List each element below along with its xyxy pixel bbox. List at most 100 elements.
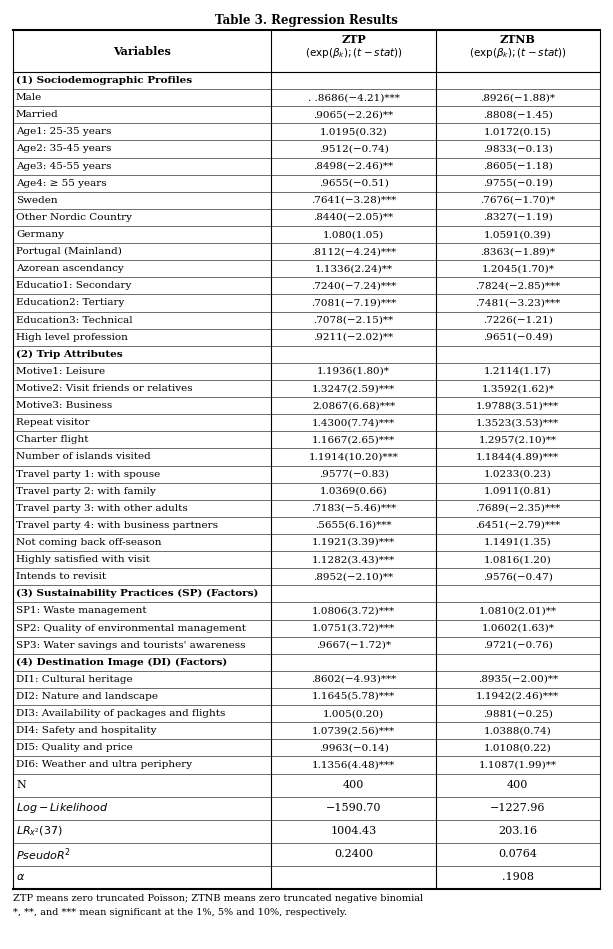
Text: (4) Destination Image (DI) (Factors): (4) Destination Image (DI) (Factors) (16, 658, 227, 667)
Text: . .8686(−4.21)***: . .8686(−4.21)*** (308, 93, 399, 102)
Text: Other Nordic Country: Other Nordic Country (16, 213, 132, 222)
Text: .7240(−7.24)***: .7240(−7.24)*** (311, 281, 396, 290)
Text: $\alpha$: $\alpha$ (16, 872, 25, 883)
Text: .7824(−2.85)***: .7824(−2.85)*** (475, 281, 560, 290)
Text: .9065(−2.26)**: .9065(−2.26)** (313, 110, 394, 120)
Text: .9211(−2.02)**: .9211(−2.02)** (313, 333, 394, 342)
Text: 1.005(0.20): 1.005(0.20) (323, 709, 384, 718)
Text: −1227.96: −1227.96 (490, 803, 546, 813)
Text: .9755(−0.19): .9755(−0.19) (483, 178, 553, 188)
Text: .9833(−0.13): .9833(−0.13) (483, 144, 553, 154)
Text: 1.0751(3.72)***: 1.0751(3.72)*** (312, 623, 395, 633)
Text: 1.1645(5.78)***: 1.1645(5.78)*** (312, 692, 395, 701)
Text: Male: Male (16, 93, 42, 102)
Text: Married: Married (16, 110, 59, 120)
Text: Repeat visitor: Repeat visitor (16, 419, 89, 427)
Text: 1.2114(1.17): 1.2114(1.17) (484, 367, 552, 376)
Text: 1.1356(4.48)***: 1.1356(4.48)*** (312, 760, 395, 770)
Text: 1.0911(0.81): 1.0911(0.81) (484, 487, 552, 495)
Text: Highly satisfied with visit: Highly satisfied with visit (16, 555, 150, 564)
Text: 1.0233(0.23): 1.0233(0.23) (484, 470, 552, 478)
Text: .9963(−0.14): .9963(−0.14) (319, 743, 389, 753)
Text: .8935(−2.00)**: .8935(−2.00)** (478, 675, 558, 684)
Text: 1.1491(1.35): 1.1491(1.35) (484, 538, 552, 547)
Text: Portugal (Mainland): Portugal (Mainland) (16, 247, 122, 256)
Text: Germany: Germany (16, 230, 64, 239)
Text: 1.9788(3.51)***: 1.9788(3.51)*** (476, 401, 560, 410)
Text: .7641(−3.28)***: .7641(−3.28)*** (311, 195, 396, 205)
Text: 203.16: 203.16 (498, 827, 538, 836)
Text: ZTNB: ZTNB (500, 34, 536, 45)
Text: Education3: Technical: Education3: Technical (16, 316, 132, 325)
Text: 1.2045(1.70)*: 1.2045(1.70)* (481, 264, 554, 273)
Text: 1.0816(1.20): 1.0816(1.20) (484, 555, 552, 564)
Text: *, **, and *** mean significant at the 1%, 5% and 10%, respectively.: *, **, and *** mean significant at the 1… (13, 908, 347, 917)
Text: .8327(−1.19): .8327(−1.19) (483, 213, 553, 222)
Text: 1.0591(0.39): 1.0591(0.39) (484, 230, 552, 239)
Text: .9577(−0.83): .9577(−0.83) (319, 470, 389, 478)
Text: 1.0108(0.22): 1.0108(0.22) (484, 743, 552, 753)
Text: Age1: 25-35 years: Age1: 25-35 years (16, 127, 112, 137)
Text: 1.3523(3.53)***: 1.3523(3.53)*** (476, 419, 560, 427)
Text: 1.0806(3.72)***: 1.0806(3.72)*** (312, 606, 395, 616)
Text: DI5: Quality and price: DI5: Quality and price (16, 743, 133, 753)
Text: 1.0739(2.56)***: 1.0739(2.56)*** (312, 726, 395, 735)
Text: Charter flight: Charter flight (16, 436, 88, 444)
Text: .9576(−0.47): .9576(−0.47) (483, 572, 553, 581)
Text: $(\exp(\beta_k);(t-stat))$: $(\exp(\beta_k);(t-stat))$ (469, 46, 567, 60)
Text: Intends to revisit: Intends to revisit (16, 572, 106, 581)
Text: 1.4300(7.74)***: 1.4300(7.74)*** (312, 419, 395, 427)
Text: .8602(−4.93)***: .8602(−4.93)*** (311, 675, 396, 684)
Text: 1.3247(2.59)***: 1.3247(2.59)*** (312, 384, 395, 393)
Text: .9667(−1.72)*: .9667(−1.72)* (316, 641, 391, 650)
Text: (1) Sociodemographic Profiles: (1) Sociodemographic Profiles (16, 76, 192, 85)
Text: Variables: Variables (113, 46, 171, 57)
Text: 1.0388(0.74): 1.0388(0.74) (484, 726, 552, 735)
Text: ZTP: ZTP (341, 34, 366, 45)
Text: Sweden: Sweden (16, 195, 58, 205)
Text: Number of islands visited: Number of islands visited (16, 453, 151, 461)
Text: (2) Trip Attributes: (2) Trip Attributes (16, 350, 123, 359)
Text: 1.1921(3.39)***: 1.1921(3.39)*** (312, 538, 395, 547)
Text: .8498(−2.46)**: .8498(−2.46)** (313, 161, 394, 171)
Text: 1.0810(2.01)**: 1.0810(2.01)** (479, 606, 557, 616)
Text: .6451(−2.79)***: .6451(−2.79)*** (475, 521, 560, 530)
Text: DI6: Weather and ultra periphery: DI6: Weather and ultra periphery (16, 760, 192, 770)
Text: 1.1282(3.43)***: 1.1282(3.43)*** (312, 555, 395, 564)
Text: 1.1936(1.80)*: 1.1936(1.80)* (317, 367, 390, 376)
Text: .9881(−0.25): .9881(−0.25) (483, 709, 553, 718)
Text: .8952(−2.10)**: .8952(−2.10)** (313, 572, 394, 581)
Text: 400: 400 (343, 780, 364, 791)
Text: 1.0195(0.32): 1.0195(0.32) (319, 127, 387, 137)
Text: 1.2957(2.10)**: 1.2957(2.10)** (479, 436, 557, 444)
Text: .8440(−2.05)**: .8440(−2.05)** (313, 213, 394, 222)
Text: .9512(−0.74): .9512(−0.74) (319, 144, 389, 154)
Text: .7183(−5.46)***: .7183(−5.46)*** (311, 504, 396, 512)
Text: .8808(−1.45): .8808(−1.45) (483, 110, 553, 120)
Text: 1.3592(1.62)*: 1.3592(1.62)* (481, 384, 554, 393)
Text: 1004.43: 1004.43 (330, 827, 376, 836)
Text: 1.1087(1.99)**: 1.1087(1.99)** (479, 760, 557, 770)
Text: .7481(−3.23)***: .7481(−3.23)*** (475, 299, 560, 307)
Text: .8605(−1.18): .8605(−1.18) (483, 161, 553, 171)
Text: 0.0764: 0.0764 (498, 849, 538, 860)
Text: .7226(−1.21): .7226(−1.21) (483, 316, 553, 325)
Text: 1.1336(2.24)**: 1.1336(2.24)** (314, 264, 392, 273)
Text: $PseudoR^{2}$: $PseudoR^{2}$ (16, 847, 71, 863)
Text: DI2: Nature and landscape: DI2: Nature and landscape (16, 692, 158, 701)
Text: .7676(−1.70)*: .7676(−1.70)* (481, 195, 555, 205)
Text: Azorean ascendancy: Azorean ascendancy (16, 264, 124, 273)
Text: 1.0369(0.66): 1.0369(0.66) (319, 487, 387, 495)
Text: DI3: Availability of packages and flights: DI3: Availability of packages and flight… (16, 709, 226, 718)
Text: .5655(6.16)***: .5655(6.16)*** (315, 521, 392, 530)
Text: $(\exp(\beta_k);(t-stat))$: $(\exp(\beta_k);(t-stat))$ (305, 46, 402, 60)
Text: .8926(−1.88)*: .8926(−1.88)* (481, 93, 555, 102)
Text: Travel party 3: with other adults: Travel party 3: with other adults (16, 504, 188, 512)
Text: Age4: ≥ 55 years: Age4: ≥ 55 years (16, 178, 107, 188)
Text: High level profession: High level profession (16, 333, 128, 342)
Text: Not coming back off-season: Not coming back off-season (16, 538, 161, 547)
Text: SP2: Quality of environmental management: SP2: Quality of environmental management (16, 623, 246, 633)
Text: Educatio1: Secondary: Educatio1: Secondary (16, 281, 131, 290)
Text: DI1: Cultural heritage: DI1: Cultural heritage (16, 675, 132, 684)
Text: Motive3: Business: Motive3: Business (16, 401, 112, 410)
